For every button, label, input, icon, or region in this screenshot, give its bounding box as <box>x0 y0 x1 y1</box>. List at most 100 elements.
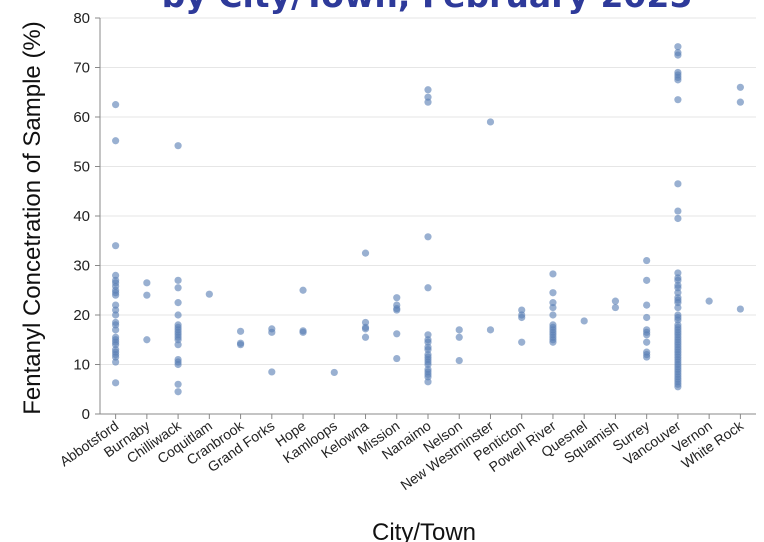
data-point <box>674 207 682 215</box>
data-point <box>518 306 526 314</box>
y-tick-label: 40 <box>73 208 90 225</box>
data-point <box>705 297 713 305</box>
data-point <box>518 338 526 346</box>
data-point <box>174 360 182 369</box>
y-tick-label: 30 <box>73 258 90 275</box>
data-point <box>674 180 682 188</box>
y-tick-label: 60 <box>73 109 90 126</box>
data-point <box>643 313 651 322</box>
data-point <box>674 76 682 84</box>
data-point <box>455 326 463 334</box>
data-point <box>143 291 151 299</box>
data-point <box>424 284 432 292</box>
y-tick-label: 0 <box>82 406 90 423</box>
y-gridlines <box>100 17 756 415</box>
data-point <box>424 373 432 381</box>
data-point <box>268 328 276 336</box>
data-point <box>611 297 620 305</box>
x-axis-ticks: AbbotsfordBurnabyChilliwackCoquitlamCran… <box>57 414 747 493</box>
data-point <box>330 368 338 377</box>
data-point <box>299 286 307 294</box>
data-point <box>299 328 307 336</box>
data-point <box>112 311 120 319</box>
data-point <box>486 326 495 334</box>
data-point <box>236 341 245 349</box>
y-tick-label: 50 <box>73 159 90 176</box>
data-point <box>674 43 682 51</box>
data-point <box>143 336 151 344</box>
data-point <box>424 86 432 94</box>
data-point <box>174 336 182 344</box>
y-tick-label: 80 <box>73 10 90 27</box>
data-point <box>736 83 744 91</box>
data-point <box>174 380 182 388</box>
data-point <box>112 341 120 349</box>
data-point <box>674 289 682 297</box>
data-point <box>393 354 401 363</box>
data-point <box>549 303 557 312</box>
data-point <box>674 299 682 307</box>
data-point <box>361 318 370 327</box>
x-axis-title: City/Town <box>372 519 476 542</box>
data-point <box>174 341 182 349</box>
data-point <box>112 353 120 361</box>
data-point <box>393 330 401 338</box>
data-point <box>580 317 588 325</box>
data-point <box>424 338 432 346</box>
data-point <box>674 276 682 284</box>
data-point <box>486 118 495 126</box>
y-axis-ticks: 0 10 20 30 40 50 60 70 80 <box>73 10 100 423</box>
data-point <box>643 276 651 284</box>
data-point <box>174 311 182 319</box>
data-point <box>205 290 213 298</box>
data-point <box>455 333 463 341</box>
data-point <box>424 98 432 106</box>
data-point <box>174 284 182 292</box>
data-point <box>518 313 526 322</box>
data-points <box>112 43 744 396</box>
y-tick-label: 70 <box>73 60 90 77</box>
data-point <box>643 301 651 309</box>
data-point <box>643 338 651 346</box>
data-point <box>643 353 651 361</box>
data-point <box>549 289 557 297</box>
chart-title: by City/Town, February 2025 <box>162 0 693 15</box>
data-point <box>174 142 182 150</box>
data-point <box>393 294 401 302</box>
data-point <box>736 305 744 313</box>
data-point <box>424 331 432 339</box>
data-point <box>174 388 182 396</box>
data-point <box>736 98 744 106</box>
data-point <box>549 270 557 278</box>
data-point <box>236 327 245 335</box>
data-point <box>674 269 682 277</box>
data-point <box>549 299 557 307</box>
data-point <box>112 306 120 314</box>
data-point <box>674 214 682 223</box>
y-tick-label: 20 <box>73 307 90 324</box>
data-point <box>611 303 620 312</box>
data-point <box>424 346 432 354</box>
data-point <box>674 96 682 104</box>
data-point <box>174 299 182 307</box>
data-point <box>112 301 120 309</box>
data-point <box>674 316 682 324</box>
data-point <box>424 93 432 101</box>
data-point <box>112 291 120 299</box>
data-point <box>424 378 432 386</box>
data-point <box>112 326 120 334</box>
data-point <box>393 306 401 314</box>
data-point <box>361 333 370 341</box>
y-axis-title: Fentanyl Concetration of Sample (%) <box>19 21 46 415</box>
data-point <box>112 101 120 109</box>
data-point <box>549 311 557 319</box>
data-point <box>674 303 682 312</box>
y-tick-label: 10 <box>73 357 90 374</box>
data-point <box>361 325 370 333</box>
data-point <box>112 321 120 329</box>
data-point <box>674 51 682 59</box>
data-point <box>361 249 370 257</box>
data-point <box>455 356 463 365</box>
data-point <box>112 137 120 145</box>
